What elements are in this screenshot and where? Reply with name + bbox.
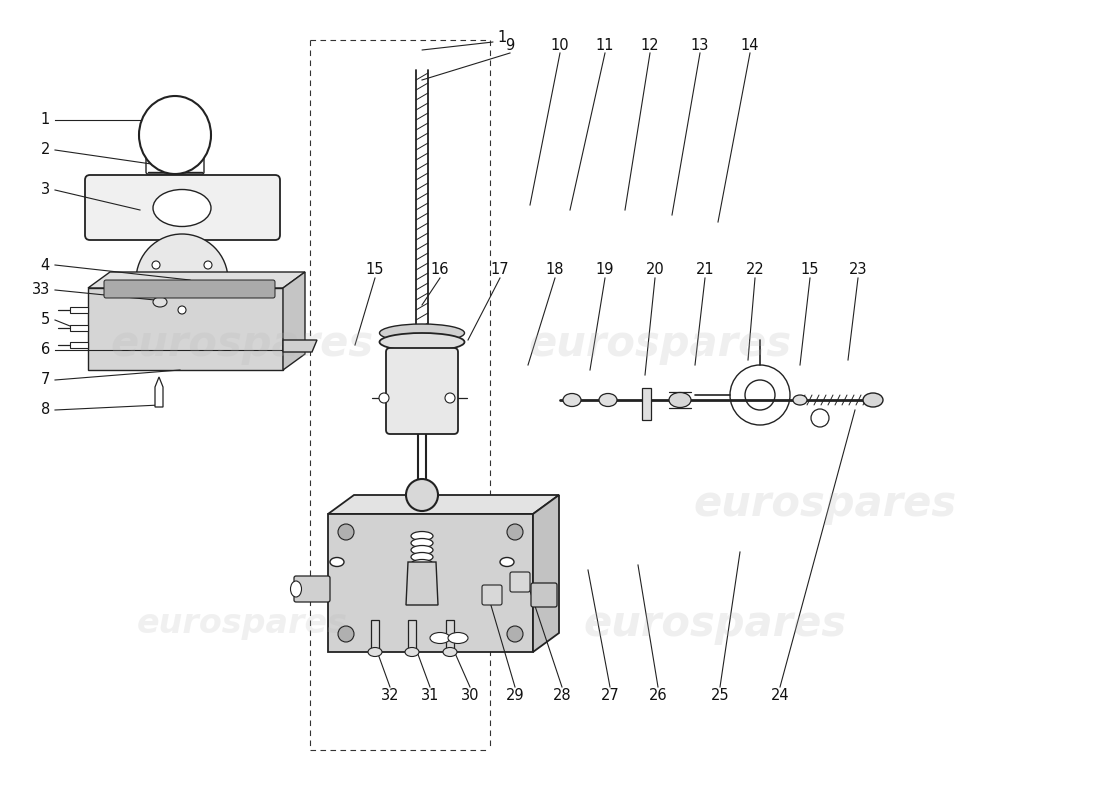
Text: 24: 24 [771,687,790,702]
Ellipse shape [330,558,344,566]
Ellipse shape [443,647,456,657]
Text: 29: 29 [506,687,525,702]
Text: eurospares: eurospares [583,603,847,645]
Text: 14: 14 [740,38,759,53]
Ellipse shape [153,190,211,226]
FancyBboxPatch shape [510,572,530,592]
Ellipse shape [411,538,433,547]
Polygon shape [88,272,305,288]
Circle shape [152,261,160,269]
Circle shape [406,479,438,511]
Circle shape [338,626,354,642]
Text: 3: 3 [41,182,50,198]
Circle shape [811,409,829,427]
Text: 16: 16 [431,262,449,278]
Text: eurospares: eurospares [693,483,957,525]
Circle shape [446,393,455,403]
Text: 1: 1 [41,113,50,127]
Ellipse shape [793,395,807,405]
Ellipse shape [290,581,301,597]
Circle shape [507,626,522,642]
Text: 32: 32 [381,687,399,702]
Text: 10: 10 [551,38,570,53]
Text: 30: 30 [461,687,480,702]
Polygon shape [328,495,559,514]
Text: 18: 18 [546,262,564,278]
FancyBboxPatch shape [482,585,502,605]
Circle shape [204,261,212,269]
Bar [70,307,88,313]
Text: 9: 9 [505,38,515,53]
Ellipse shape [368,647,382,657]
Ellipse shape [500,558,514,566]
FancyBboxPatch shape [85,175,280,240]
Text: 6: 6 [41,342,50,358]
Text: 13: 13 [691,38,710,53]
Polygon shape [88,288,283,370]
Text: 1: 1 [497,30,506,46]
Ellipse shape [430,633,450,643]
Text: eurospares: eurospares [136,607,348,641]
Ellipse shape [600,394,617,406]
FancyBboxPatch shape [104,280,275,298]
FancyBboxPatch shape [386,348,458,434]
Ellipse shape [405,647,419,657]
Ellipse shape [411,531,433,541]
Text: 15: 15 [801,262,820,278]
Text: 12: 12 [640,38,659,53]
Ellipse shape [153,297,167,307]
Circle shape [379,393,389,403]
Ellipse shape [411,559,433,569]
Bar [446,620,454,652]
Text: 25: 25 [711,687,729,702]
Bar [70,342,88,348]
Ellipse shape [563,394,581,406]
Circle shape [136,234,228,326]
Text: 5: 5 [41,313,50,327]
Ellipse shape [379,333,464,351]
Text: 11: 11 [596,38,614,53]
Bar [408,620,416,652]
Text: eurospares: eurospares [528,323,792,365]
Text: 19: 19 [596,262,614,278]
Polygon shape [155,377,163,407]
Polygon shape [283,272,305,370]
Text: 27: 27 [601,687,619,702]
Ellipse shape [864,393,883,407]
Text: 7: 7 [41,373,50,387]
FancyBboxPatch shape [146,152,204,174]
Text: 26: 26 [649,687,668,702]
Circle shape [507,524,522,540]
Text: 4: 4 [41,258,50,273]
Ellipse shape [411,553,433,562]
Text: 22: 22 [746,262,764,278]
Polygon shape [406,562,438,605]
Ellipse shape [379,324,464,342]
Bar [642,388,651,420]
Polygon shape [283,340,317,352]
Polygon shape [328,514,534,652]
Ellipse shape [411,546,433,554]
Circle shape [338,524,354,540]
FancyBboxPatch shape [294,576,330,602]
Text: 21: 21 [695,262,714,278]
FancyBboxPatch shape [531,583,557,607]
Ellipse shape [448,633,468,643]
Bar [371,620,380,652]
Text: eurospares: eurospares [110,323,374,365]
Polygon shape [534,495,559,652]
Ellipse shape [139,96,211,174]
Text: 8: 8 [41,402,50,418]
Text: 20: 20 [646,262,664,278]
Text: 31: 31 [421,687,439,702]
Text: 15: 15 [365,262,384,278]
Text: 17: 17 [491,262,509,278]
Text: 2: 2 [41,142,50,158]
Ellipse shape [669,393,691,407]
Text: 23: 23 [849,262,867,278]
Text: 28: 28 [552,687,571,702]
Bar [70,325,88,331]
Text: 33: 33 [32,282,50,298]
Circle shape [178,306,186,314]
